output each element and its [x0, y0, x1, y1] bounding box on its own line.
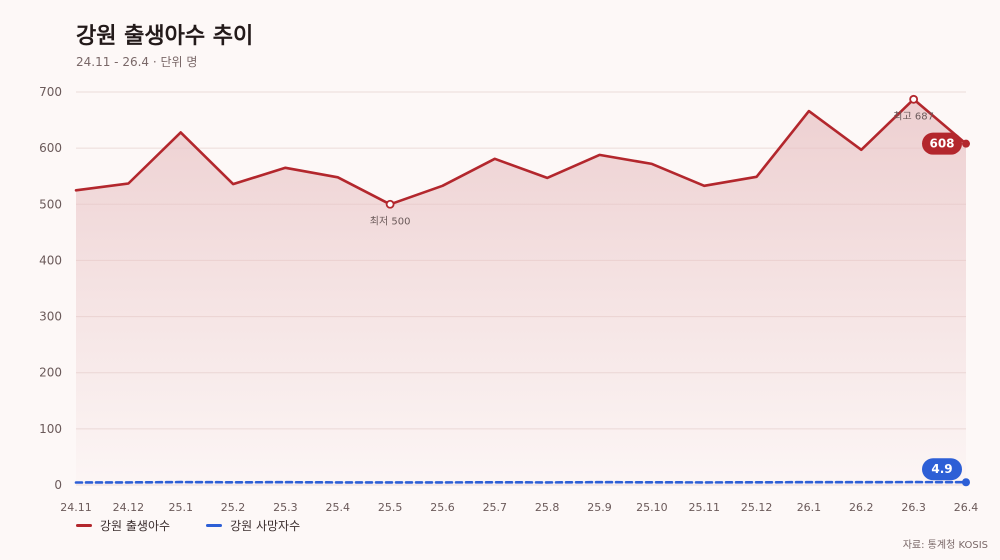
annotation-label: 최고 687 [893, 110, 934, 122]
legend-swatch-births [76, 524, 92, 527]
chart-subtitle: 24.11 - 26.4 · 단위 명 [76, 55, 198, 69]
y-tick-label: 0 [54, 478, 62, 492]
x-tick-label: 25.5 [378, 501, 403, 514]
legend: 강원 출생아수 강원 사망자수 [76, 517, 300, 534]
series-area-0 [76, 99, 966, 486]
y-tick-label: 500 [39, 197, 62, 211]
y-tick-label: 600 [39, 141, 62, 155]
end-value-badge [922, 458, 962, 481]
x-tick-label: 25.4 [326, 501, 351, 514]
chart-title: 강원 출생아수 추이 [76, 24, 254, 49]
y-tick-label: 200 [39, 366, 62, 380]
source-note: 자료: 통계청 KOSIS [902, 540, 988, 551]
series-end-point-1 [962, 478, 970, 487]
series-line-0 [74, 98, 968, 206]
y-tick-label: 100 [39, 422, 62, 436]
legend-item-deaths: 강원 사망자수 [206, 517, 300, 534]
x-tick-label: 26.2 [849, 501, 874, 514]
y-tick-label: 400 [39, 253, 62, 267]
x-tick-label: 25.11 [688, 501, 720, 514]
x-tick-label: 25.10 [636, 501, 668, 514]
line-chart: 0 100 200 300 400 500 600 700 24.11 24.12 25.1 25.2… [39, 85, 979, 514]
x-tick-label: 26.1 [797, 501, 822, 514]
annotation-marker [385, 199, 395, 209]
legend-item-births: 강원 출생아수 [76, 517, 170, 534]
x-tick-label: 25.8 [535, 501, 560, 514]
legend-label-deaths: 강원 사망자수 [230, 519, 301, 533]
x-tick-label: 25.12 [741, 501, 773, 514]
legend-swatch-deaths [206, 524, 223, 527]
series-end-point-0 [962, 139, 970, 148]
x-tick-label: 25.9 [587, 501, 612, 514]
annotation-label: 최저 500 [370, 215, 411, 227]
x-tick-label: 25.6 [430, 501, 455, 514]
end-value-badge [922, 132, 962, 155]
y-tick-label: 700 [39, 85, 62, 99]
x-tick-label: 25.7 [483, 501, 508, 514]
legend-label-births: 강원 출생아수 [100, 519, 171, 533]
end-value-label: 4.9 [931, 462, 952, 476]
x-tick-label: 24.11 [60, 501, 92, 514]
x-tick-label: 25.3 [273, 501, 298, 514]
y-tick-label: 300 [39, 310, 62, 324]
x-tick-label: 25.2 [221, 501, 246, 514]
x-tick-label: 26.4 [954, 501, 979, 514]
x-tick-label: 25.1 [168, 501, 193, 514]
end-value-label: 608 [929, 137, 954, 151]
x-tick-label: 26.3 [901, 501, 926, 514]
annotation-marker [909, 94, 919, 104]
x-tick-label: 24.12 [113, 501, 145, 514]
